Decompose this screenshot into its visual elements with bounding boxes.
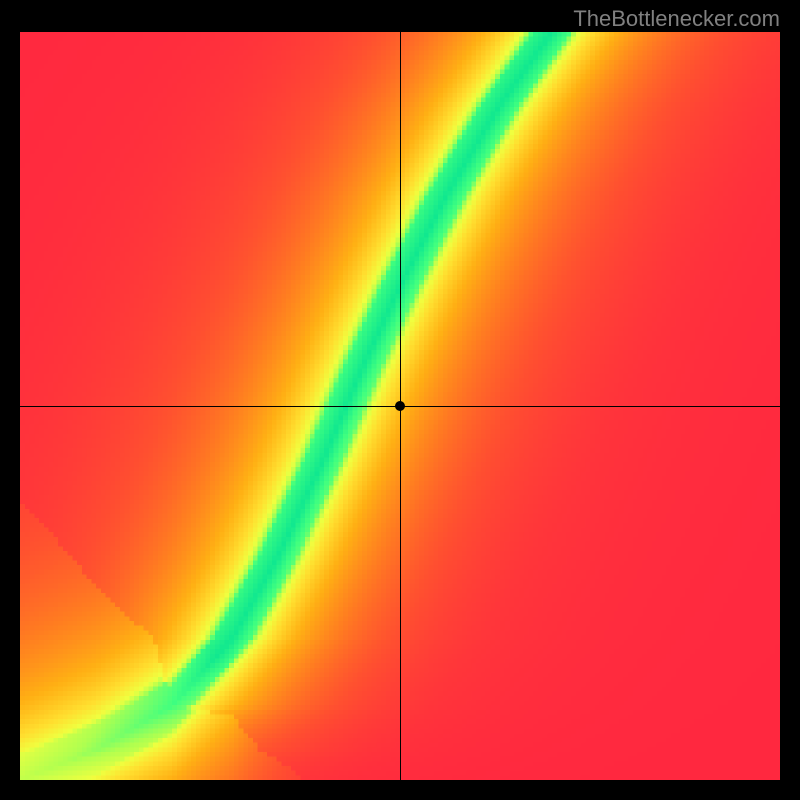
page-root: TheBottlenecker.com [0,0,800,800]
crosshair-marker [395,401,405,411]
heatmap-plot [20,32,780,780]
watermark-text: TheBottlenecker.com [573,6,780,32]
